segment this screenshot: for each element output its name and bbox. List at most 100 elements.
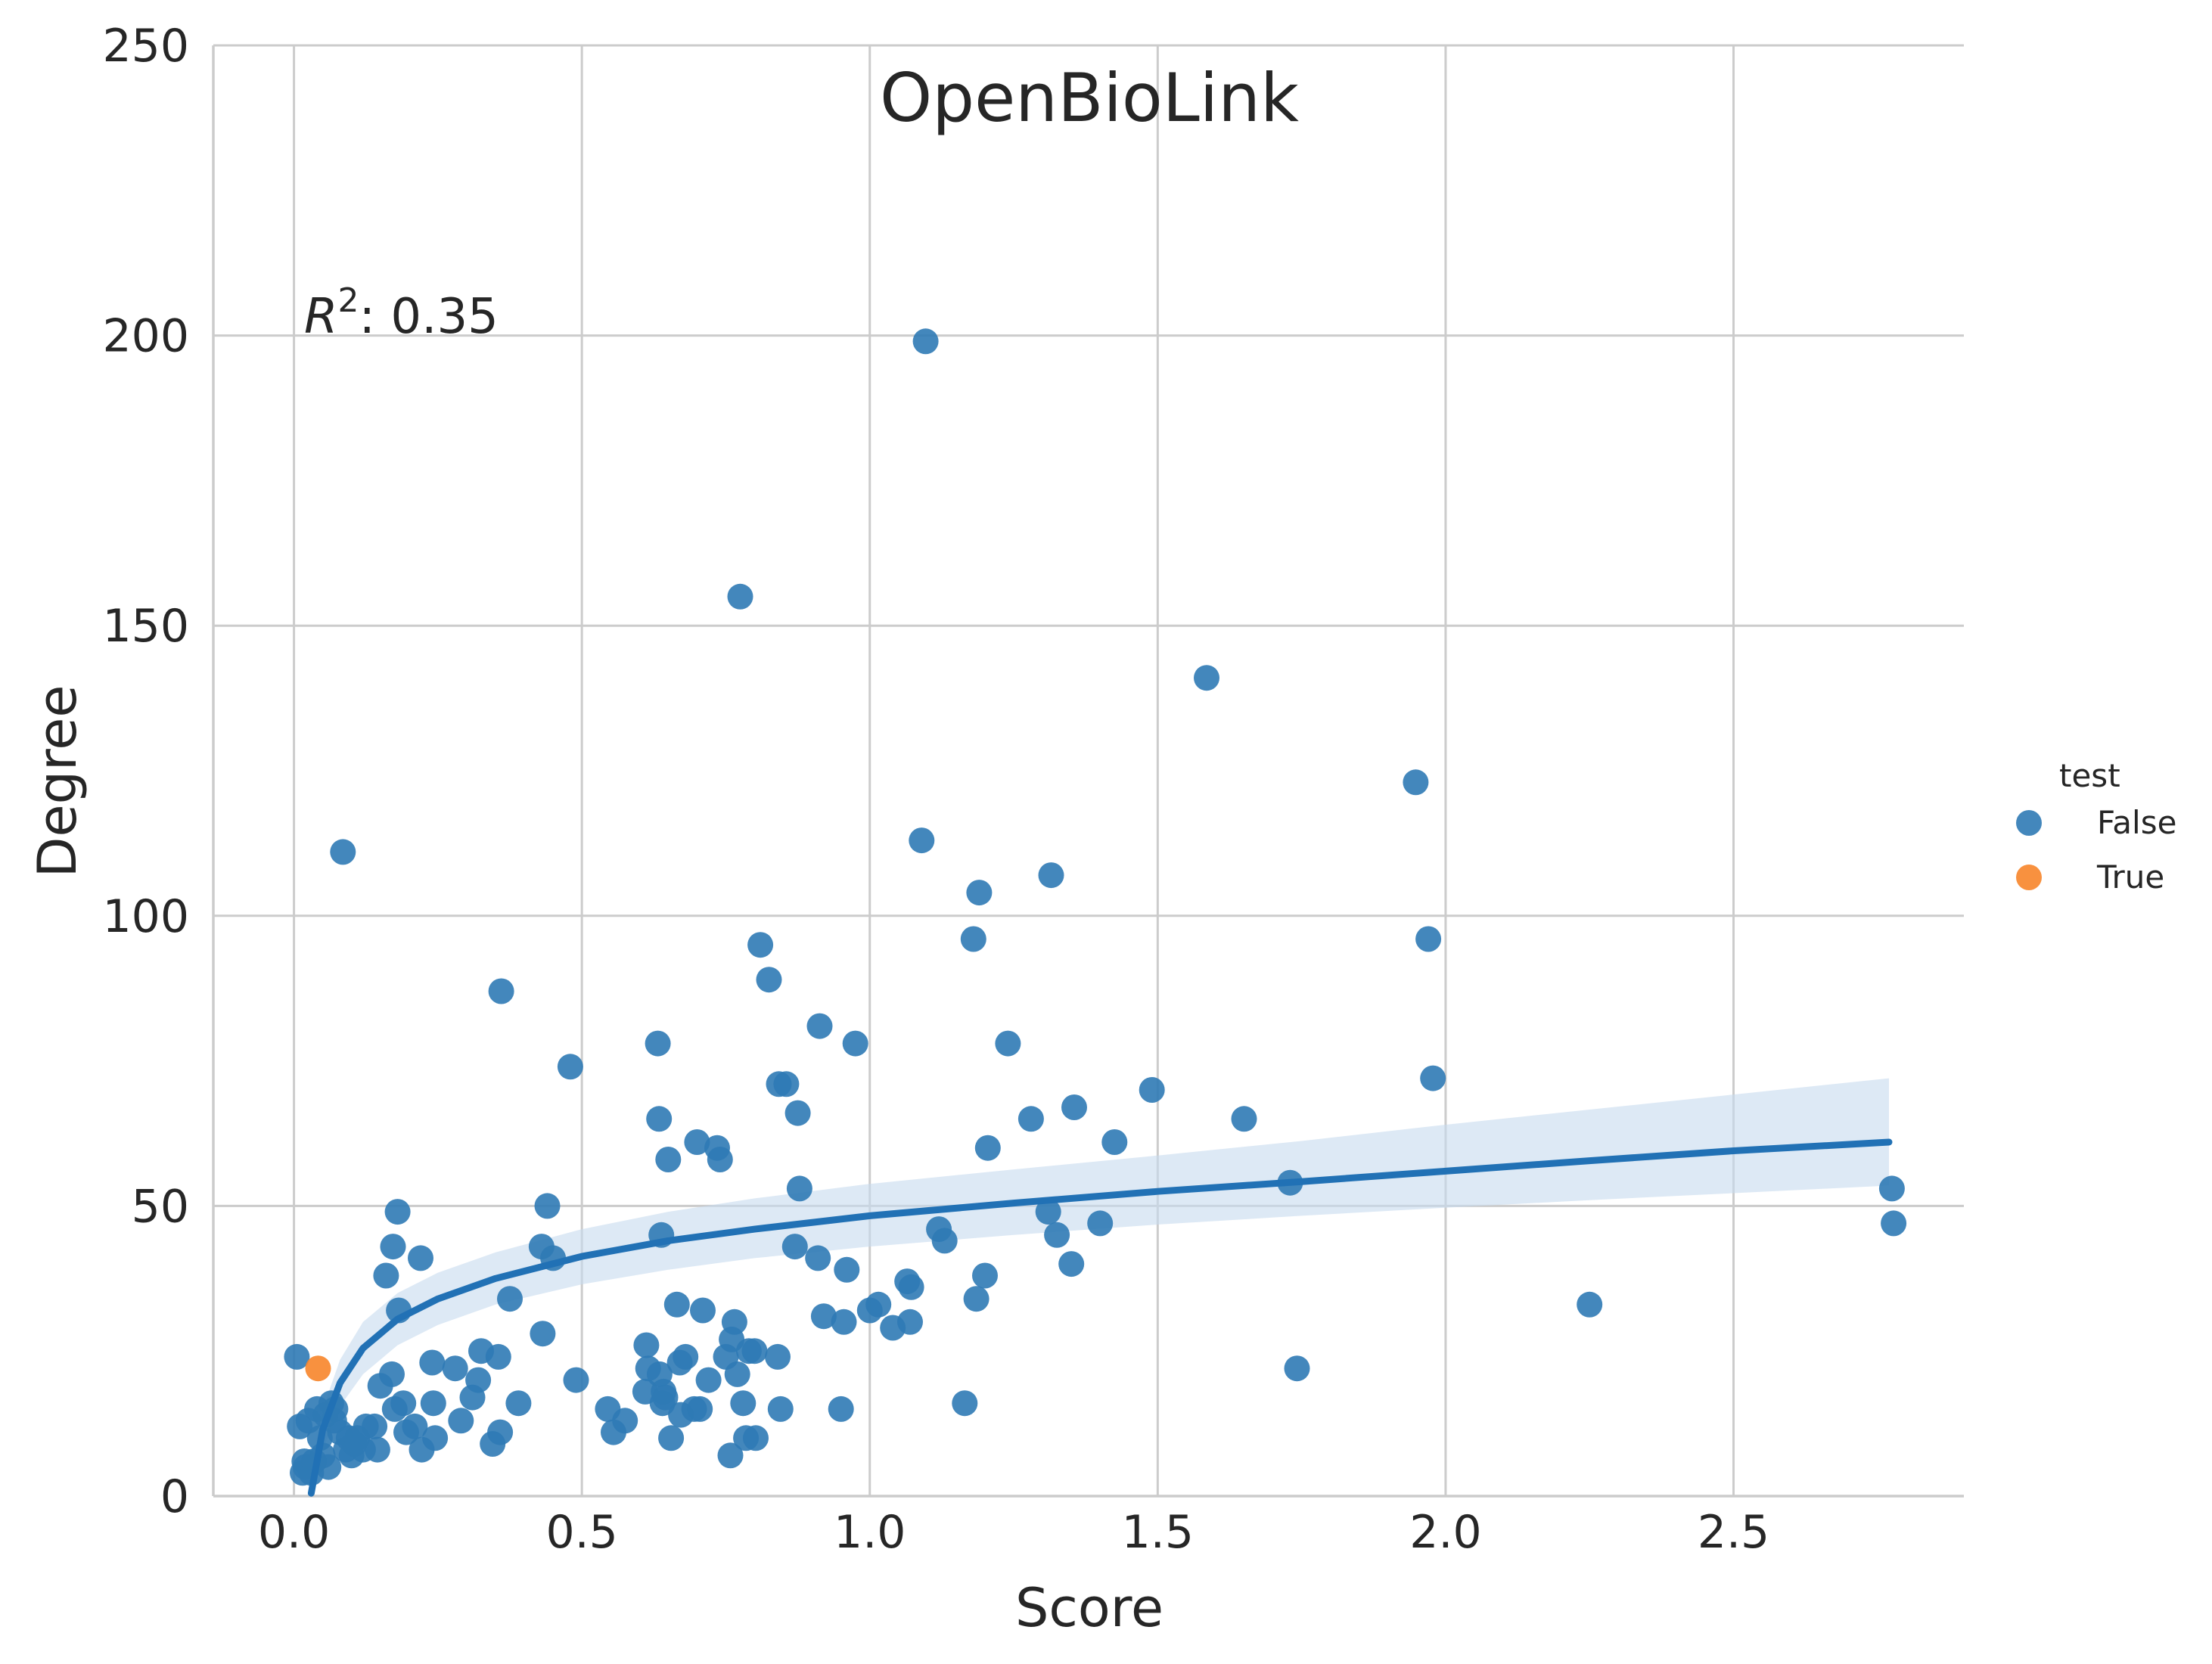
x-tick-label: 1.0 bbox=[834, 1506, 906, 1559]
legend: test False True bbox=[2016, 757, 2176, 896]
data-point-false bbox=[912, 328, 939, 355]
data-point-false bbox=[1415, 926, 1442, 952]
data-point-false bbox=[488, 978, 514, 1004]
data-point-false bbox=[465, 1367, 492, 1393]
data-point-false bbox=[684, 1129, 710, 1155]
data-point-true bbox=[305, 1355, 331, 1382]
data-point-false bbox=[1881, 1210, 1907, 1237]
data-point-false bbox=[663, 1291, 690, 1318]
chart-title: OpenBioLink bbox=[880, 59, 1299, 137]
y-tick-label: 150 bbox=[102, 600, 189, 653]
legend-label-true: True bbox=[2096, 858, 2164, 896]
data-point-false bbox=[773, 1071, 800, 1097]
data-point-false bbox=[422, 1425, 449, 1451]
data-point-false bbox=[1087, 1210, 1114, 1237]
data-point-false bbox=[805, 1245, 831, 1271]
data-point-false bbox=[1878, 1175, 1905, 1202]
data-point-false bbox=[972, 1262, 998, 1289]
data-point-false bbox=[842, 1030, 868, 1057]
data-point-false bbox=[724, 1361, 750, 1387]
data-point-false bbox=[1231, 1106, 1257, 1132]
data-point-false bbox=[534, 1193, 561, 1219]
x-tick-label: 2.5 bbox=[1698, 1506, 1769, 1559]
data-point-false bbox=[1038, 862, 1064, 889]
data-point-false bbox=[658, 1425, 685, 1451]
legend-marker-false bbox=[2016, 810, 2042, 836]
data-point-false bbox=[865, 1291, 892, 1318]
data-point-false bbox=[756, 967, 782, 993]
regression-line bbox=[307, 1138, 1893, 1497]
x-tick-label: 0.0 bbox=[258, 1506, 330, 1559]
data-point-false bbox=[721, 1309, 747, 1335]
data-point-false bbox=[673, 1343, 699, 1370]
data-point-false bbox=[1403, 769, 1429, 796]
y-tick-label: 0 bbox=[160, 1470, 189, 1523]
data-point-false bbox=[786, 1175, 812, 1202]
data-point-false bbox=[505, 1390, 532, 1417]
data-point-false bbox=[960, 926, 986, 952]
data-point-false bbox=[898, 1274, 924, 1300]
x-tick-label: 0.5 bbox=[545, 1506, 617, 1559]
legend-entries: False True bbox=[2016, 804, 2176, 896]
data-point-false bbox=[655, 1147, 682, 1172]
data-point-false bbox=[717, 1442, 744, 1469]
data-point-false bbox=[384, 1199, 411, 1225]
grid-lines bbox=[213, 44, 1964, 1498]
data-point-false bbox=[687, 1395, 713, 1422]
y-tick-label: 200 bbox=[102, 310, 189, 363]
data-point-false bbox=[727, 583, 753, 610]
axes bbox=[212, 45, 1964, 1498]
data-point-false bbox=[1061, 1094, 1087, 1120]
data-point-false bbox=[612, 1408, 638, 1434]
data-point-false bbox=[1017, 1106, 1044, 1132]
data-point-false bbox=[315, 1454, 342, 1480]
data-point-false bbox=[448, 1408, 474, 1434]
data-points bbox=[284, 328, 1907, 1486]
regression-curve bbox=[307, 1138, 1893, 1497]
data-point-false bbox=[420, 1390, 446, 1417]
data-point-false bbox=[419, 1349, 446, 1376]
r-squared-annotation: R2: 0.35 bbox=[304, 281, 499, 345]
confidence-band bbox=[311, 1078, 1890, 1496]
data-point-false bbox=[747, 932, 774, 958]
data-point-false bbox=[442, 1355, 468, 1382]
data-point-false bbox=[765, 1343, 791, 1370]
x-tick-label: 1.5 bbox=[1122, 1506, 1194, 1559]
data-point-false bbox=[485, 1343, 511, 1370]
legend-label-false: False bbox=[2097, 804, 2176, 841]
data-point-false bbox=[487, 1419, 514, 1445]
data-point-false bbox=[633, 1332, 660, 1358]
data-point-false bbox=[652, 1384, 679, 1411]
data-point-false bbox=[974, 1135, 1001, 1161]
data-point-false bbox=[741, 1338, 768, 1364]
y-tick-label: 250 bbox=[102, 20, 189, 73]
data-point-false bbox=[897, 1309, 923, 1335]
data-point-false bbox=[330, 839, 356, 865]
data-point-false bbox=[730, 1390, 756, 1417]
data-point-false bbox=[781, 1234, 808, 1260]
data-point-false bbox=[364, 1436, 390, 1463]
legend-title: test bbox=[2059, 757, 2120, 794]
legend-marker-true bbox=[2016, 865, 2042, 890]
r-squared-exponent: 2 bbox=[337, 281, 359, 320]
data-point-false bbox=[497, 1286, 523, 1312]
data-point-false bbox=[373, 1262, 399, 1289]
data-point-false bbox=[909, 827, 935, 854]
data-point-false bbox=[831, 1309, 857, 1335]
data-point-false bbox=[1420, 1065, 1446, 1091]
data-point-false bbox=[530, 1321, 556, 1347]
data-point-false bbox=[767, 1395, 794, 1422]
data-point-false bbox=[557, 1054, 583, 1080]
data-point-false bbox=[963, 1286, 989, 1312]
r-squared-symbol: R bbox=[304, 289, 337, 345]
data-point-false bbox=[362, 1413, 388, 1439]
y-axis-label: Degree bbox=[26, 685, 89, 878]
data-point-false bbox=[1194, 665, 1219, 691]
y-tick-label: 50 bbox=[132, 1180, 189, 1233]
data-point-false bbox=[806, 1013, 833, 1039]
data-point-false bbox=[1139, 1077, 1165, 1103]
data-point-false bbox=[1101, 1129, 1128, 1155]
x-axis-label: Score bbox=[1015, 1577, 1163, 1639]
